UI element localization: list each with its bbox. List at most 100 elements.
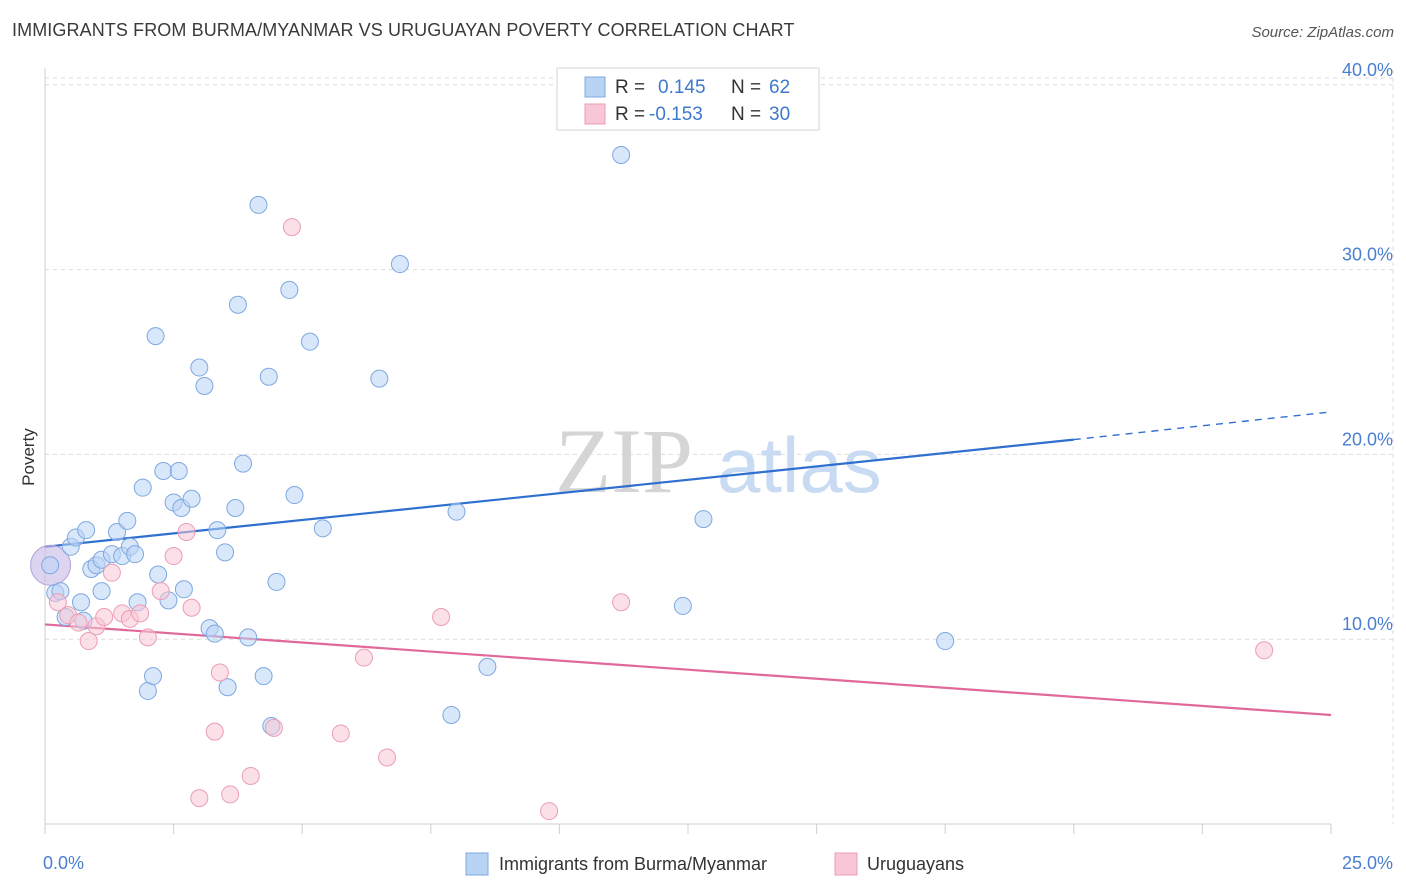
legend-n-label-pink: N =: [731, 104, 761, 125]
pink-data-point: [354, 648, 373, 667]
blue-data-point: [205, 624, 224, 643]
blue-data-point: [218, 678, 237, 697]
blue-data-point: [612, 146, 631, 165]
pink-data-point: [331, 724, 350, 743]
pink-data-point: [79, 632, 98, 651]
pink-data-point: [540, 802, 559, 821]
blue-data-point: [146, 327, 165, 346]
y-axis-label: Poverty: [19, 428, 38, 486]
blue-data-point: [92, 582, 111, 601]
legend-n-value-blue: 62: [769, 77, 790, 98]
blue-data-point: [442, 705, 461, 724]
bottom-legend-label-blue: Immigrants from Burma/Myanmar: [499, 854, 767, 874]
pink-data-point: [138, 628, 157, 647]
pink-data-point: [69, 613, 88, 632]
blue-data-point: [447, 502, 466, 521]
blue-data-point: [239, 628, 258, 647]
blue-data-point: [249, 195, 268, 214]
y-tick-label: 20.0%: [1342, 429, 1393, 449]
pink-data-point: [210, 663, 229, 682]
legend-swatch-blue: [584, 76, 606, 98]
legend-n-value-pink: 30: [769, 104, 790, 125]
pink-data-point: [221, 785, 240, 804]
blue-data-point: [108, 523, 127, 542]
pink-data-point: [164, 547, 183, 566]
blue-data-point: [182, 489, 201, 508]
blue-data-point: [77, 521, 96, 540]
blue-data-point: [169, 462, 188, 481]
points-layer: [30, 146, 1274, 821]
blue-data-point: [254, 667, 273, 686]
blue-data-point: [226, 498, 245, 517]
pink-data-point: [378, 748, 397, 767]
y-tick-label: 40.0%: [1342, 60, 1393, 80]
bottom-legend-label-pink: Uruguayans: [867, 854, 964, 874]
chart-source: Source: ZipAtlas.com: [1251, 24, 1394, 41]
y-tick-label: 30.0%: [1342, 245, 1393, 265]
pink-data-point: [177, 523, 196, 542]
blue-data-point: [154, 462, 173, 481]
pink-data-point: [264, 718, 283, 737]
legend-swatch-pink: [584, 103, 606, 125]
pink-trendline: [44, 623, 1332, 717]
blue-data-point: [313, 519, 332, 538]
blue-data-point: [195, 377, 214, 396]
pink-data-point: [151, 582, 170, 601]
bottom-legend-swatch-blue: [465, 852, 489, 876]
blue-data-point: [208, 521, 227, 540]
x-tick-label: 0.0%: [43, 853, 84, 873]
blue-data-point: [300, 332, 319, 351]
blue-trendline-extension: [1073, 411, 1332, 441]
chart-title: IMMIGRANTS FROM BURMA/MYANMAR VS URUGUAY…: [12, 20, 795, 40]
blue-data-point: [190, 358, 209, 377]
pink-data-point: [95, 608, 114, 627]
blue-data-point: [694, 510, 713, 529]
x-tick-label: 25.0%: [1342, 853, 1393, 873]
blue-data-point: [390, 255, 409, 274]
pink-data-point: [282, 218, 301, 237]
blue-data-point: [126, 545, 145, 564]
pink-data-point: [241, 766, 260, 785]
blue-data-point: [118, 511, 137, 530]
blue-data-point: [259, 367, 278, 386]
pink-data-point: [131, 604, 150, 623]
watermark-atlas: atlas: [717, 421, 882, 509]
blue-data-point: [285, 486, 304, 505]
pink-data-point: [432, 608, 451, 627]
legend-r-value-pink: -0.153: [649, 104, 703, 125]
grid-layer: [45, 70, 1394, 824]
blue-data-point: [370, 369, 389, 388]
blue-data-point: [280, 280, 299, 299]
blue-data-point: [133, 478, 152, 497]
legend-n-label-blue: N =: [731, 77, 761, 98]
pink-data-point: [48, 593, 67, 612]
blue-data-point: [174, 580, 193, 599]
legend-r-label-blue: R =: [615, 77, 645, 98]
y-tick-label: 10.0%: [1342, 614, 1393, 634]
watermark-zip: ZIP: [555, 410, 693, 512]
pink-data-point: [1255, 641, 1274, 660]
blue-data-point: [41, 556, 60, 575]
blue-data-point: [149, 565, 168, 584]
pink-data-point: [612, 593, 631, 612]
blue-data-point: [673, 596, 692, 615]
pink-data-point: [102, 563, 121, 582]
blue-data-point: [228, 295, 247, 314]
watermark: ZIP atlas: [555, 410, 882, 512]
bottom-legend-swatch-pink: [834, 852, 858, 876]
blue-data-point: [234, 454, 253, 473]
blue-data-point: [936, 632, 955, 651]
blue-data-point: [216, 543, 235, 562]
blue-data-point: [144, 667, 163, 686]
blue-data-point: [72, 593, 91, 612]
blue-data-point: [478, 657, 497, 676]
legend-r-label-pink: R =: [615, 104, 645, 125]
pink-data-point: [182, 598, 201, 617]
axis-layer: 10.0% 20.0% 30.0% 40.0% 0.0% 25.0%: [43, 60, 1393, 873]
top-legend: R = 0.145 N = 62 R = -0.153 N = 30: [556, 67, 820, 131]
blue-data-point: [267, 572, 286, 591]
legend-r-value-blue: 0.145: [658, 77, 706, 98]
pink-data-point: [190, 789, 209, 808]
bottom-legend: Immigrants from Burma/Myanmar Uruguayans: [465, 852, 964, 876]
